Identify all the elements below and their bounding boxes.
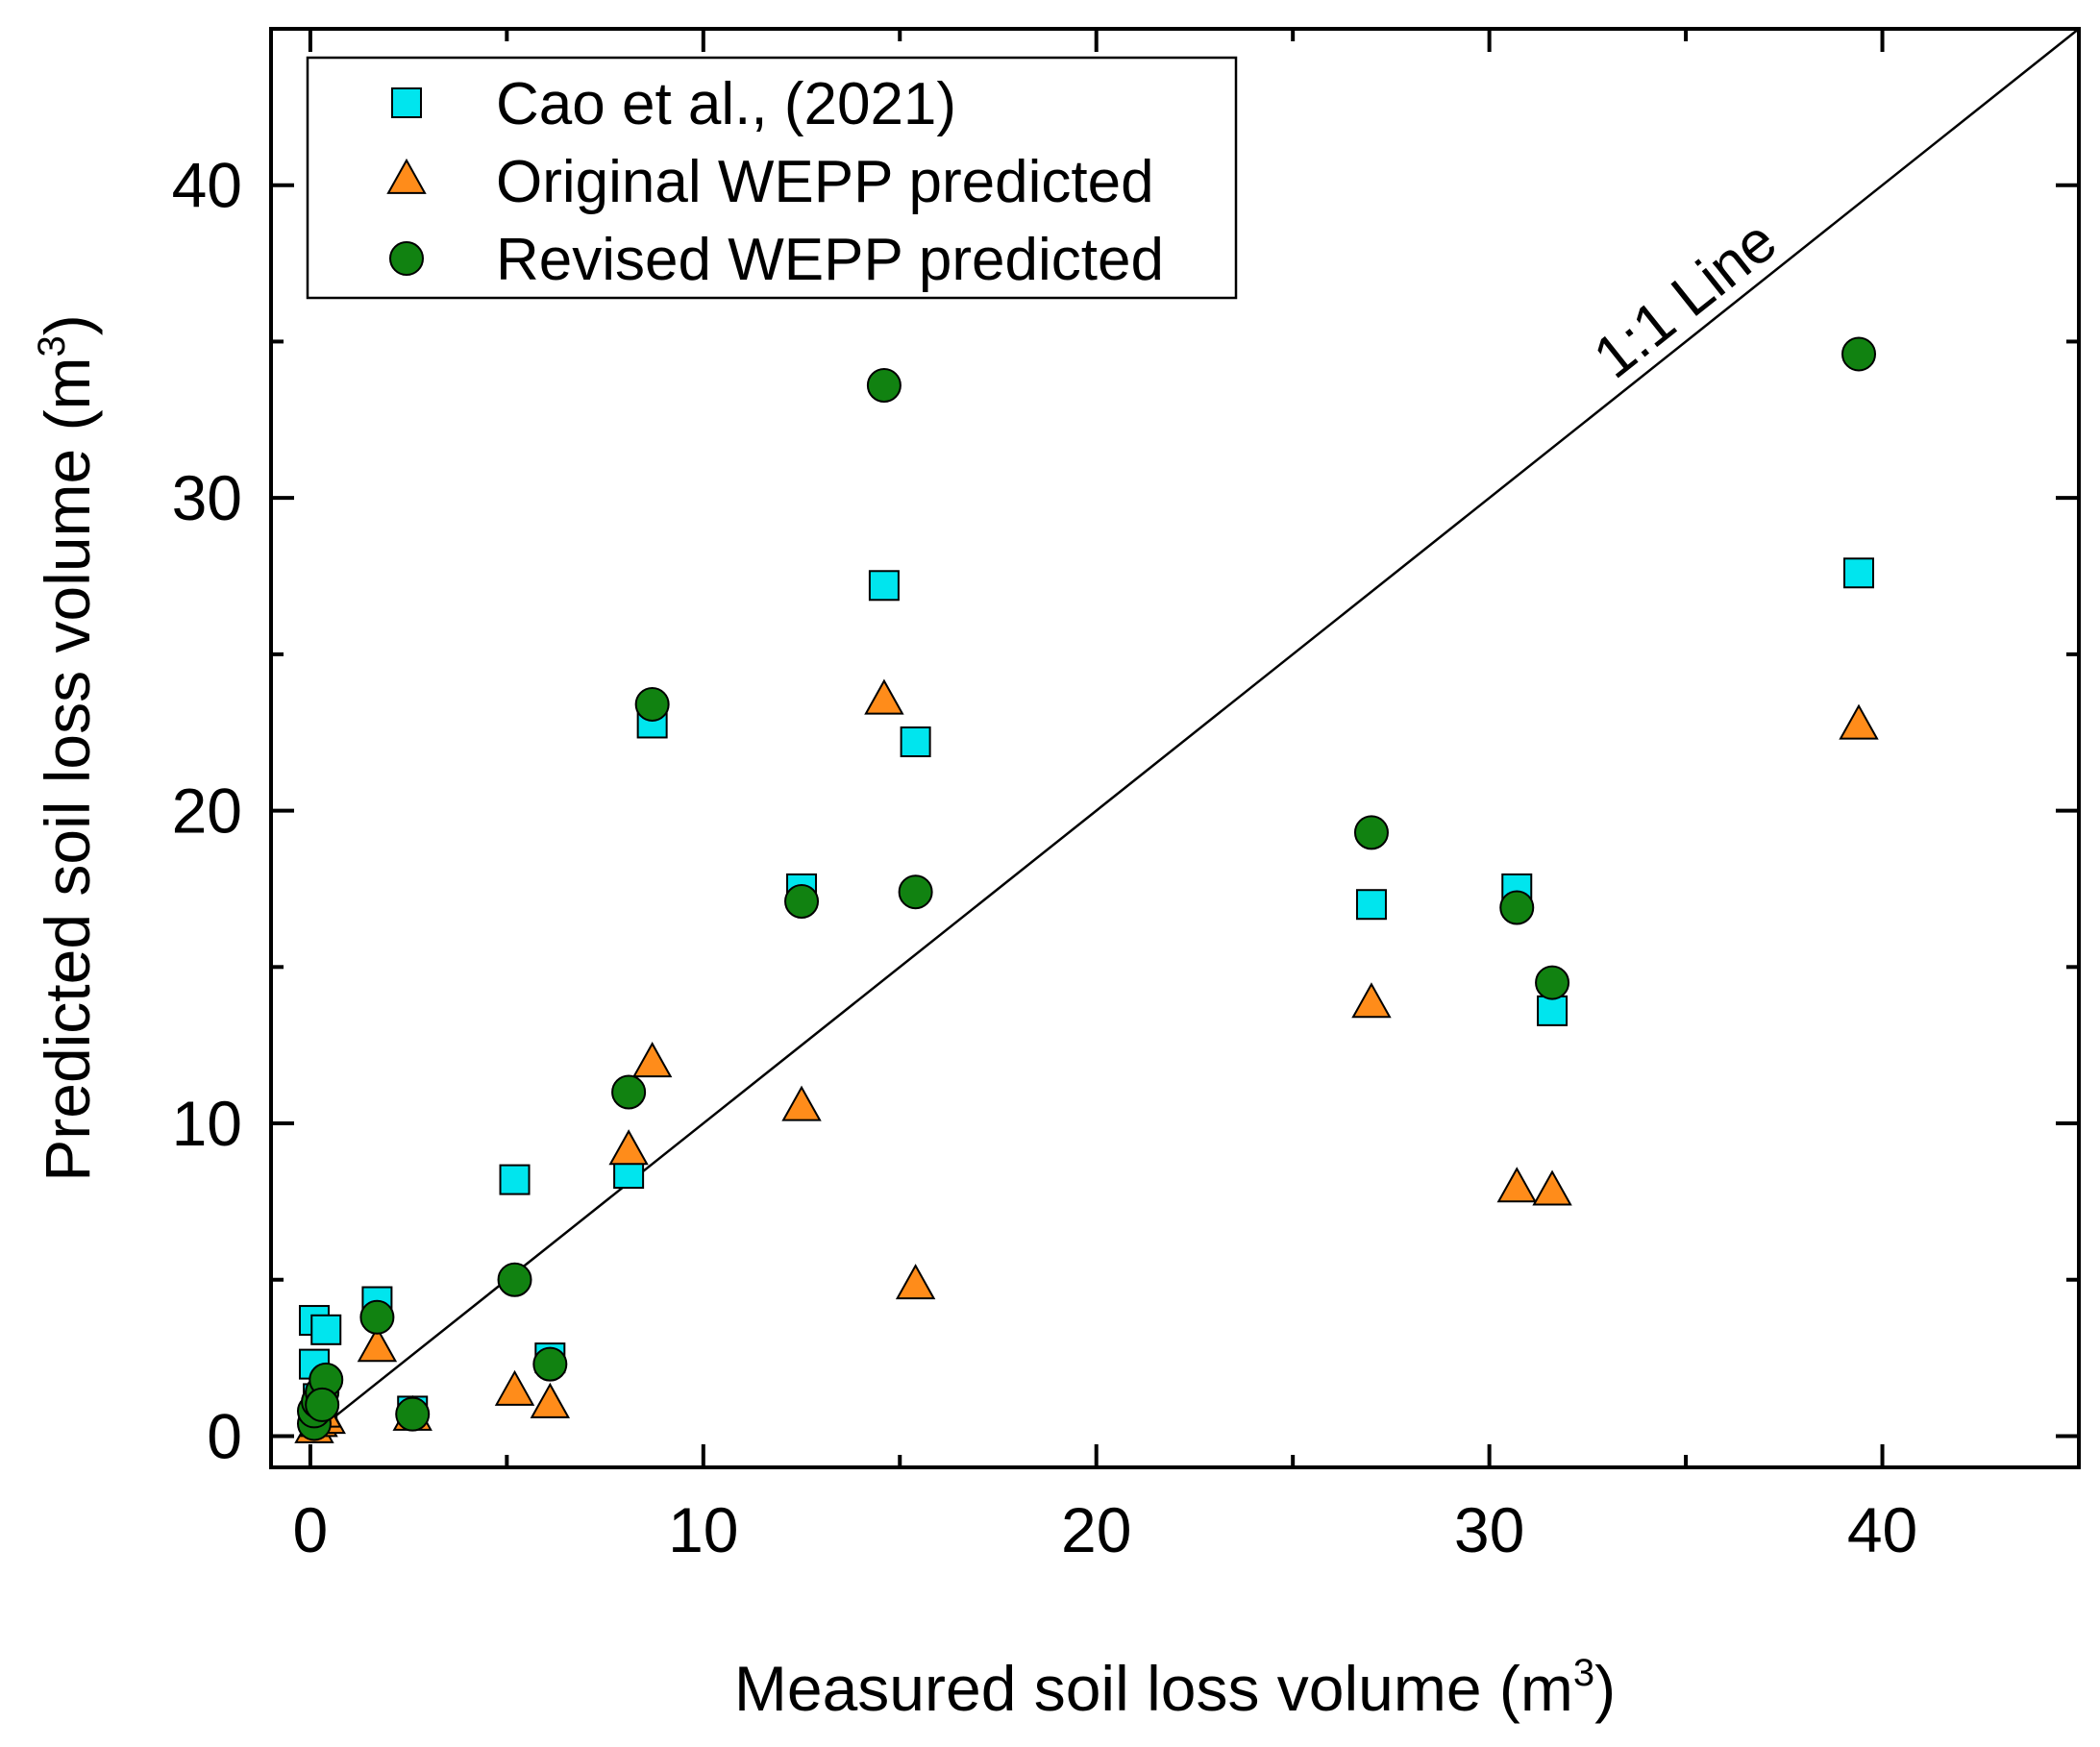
data-points [294, 336, 1879, 1443]
plot-frame [269, 27, 2081, 1469]
x-tick-label: 30 [1454, 1494, 1524, 1565]
triangle-data-point [530, 1382, 571, 1418]
y-tick-label: 20 [172, 775, 242, 847]
triangle-data-point [608, 1129, 649, 1166]
series-circle-points [296, 336, 1877, 1441]
triangle-data-point [781, 1085, 822, 1121]
circle-data-point [611, 1074, 647, 1110]
circle-data-point [634, 686, 670, 722]
y-axis-title: Predicted soil loss volume (m3) [31, 314, 103, 1182]
legend-label: Revised WEPP predicted [496, 227, 1164, 293]
circle-data-point [1841, 336, 1877, 372]
circle-data-point [532, 1346, 568, 1382]
legend-box [306, 56, 1238, 300]
legend-square-marker [391, 87, 422, 118]
square-data-point [1355, 889, 1387, 921]
triangle-data-point [1496, 1167, 1537, 1203]
triangle-data-point [631, 1042, 673, 1078]
x-axis-title-sup: 3 [1573, 1652, 1594, 1694]
circle-data-point [898, 874, 933, 910]
y-tick-label: 40 [172, 150, 242, 221]
legend-label: Cao et al., (2021) [496, 71, 956, 137]
triangle-data-point [1351, 982, 1392, 1019]
axis-ticks [271, 29, 2079, 1467]
legend-label: Original WEPP predicted [496, 149, 1154, 215]
circle-data-point [866, 367, 902, 403]
circle-data-point [395, 1396, 431, 1432]
triangle-data-point [1532, 1169, 1572, 1206]
x-tick-label: 0 [293, 1494, 329, 1565]
y-tick-label: 30 [172, 462, 242, 533]
x-tick-label: 40 [1847, 1494, 1917, 1565]
square-data-point [499, 1164, 531, 1195]
triangle-data-point [494, 1369, 535, 1406]
square-data-point [310, 1314, 342, 1345]
circle-data-point [305, 1387, 340, 1422]
circle-data-point [359, 1299, 395, 1335]
y-axis-title-sup: 3 [31, 335, 73, 357]
triangle-data-point [864, 678, 904, 715]
triangle-data-point [895, 1264, 936, 1300]
x-axis-title-end: ) [1594, 1653, 1616, 1724]
circle-data-point [1535, 965, 1570, 1000]
x-tick-label: 20 [1061, 1494, 1131, 1565]
circle-data-point [497, 1262, 532, 1297]
legend-triangle-marker [386, 158, 427, 194]
square-data-point [900, 726, 931, 757]
x-axis-title: Measured soil loss volume (m3) [734, 1652, 1616, 1724]
x-axis-title-text: Measured soil loss volume (m [734, 1653, 1573, 1724]
y-axis-title-end: ) [32, 314, 103, 335]
square-data-point [1843, 557, 1875, 589]
one-to-one-line [309, 28, 2080, 1438]
square-data-point [1537, 995, 1569, 1026]
triangle-data-point [357, 1326, 398, 1363]
tick-labels: 0 10 20 30 40 0 10 20 30 40 [172, 150, 1918, 1565]
y-tick-label: 0 [207, 1400, 242, 1471]
y-tick-label: 10 [172, 1088, 242, 1159]
x-tick-label: 10 [668, 1494, 738, 1565]
circle-data-point [1353, 815, 1389, 850]
circle-data-point [784, 883, 820, 919]
reference-line-layer [309, 28, 2080, 1438]
legend-items: Cao et al., (2021) Original WEPP predicte… [386, 71, 1164, 293]
legend: Cao et al., (2021) Original WEPP predicte… [306, 56, 1238, 300]
triangle-data-point [1839, 703, 1879, 740]
circle-data-point [1499, 890, 1535, 925]
y-axis-title-text: Predicted soil loss volume (m [32, 357, 103, 1181]
legend-circle-marker [389, 241, 424, 276]
square-data-point [868, 570, 900, 602]
